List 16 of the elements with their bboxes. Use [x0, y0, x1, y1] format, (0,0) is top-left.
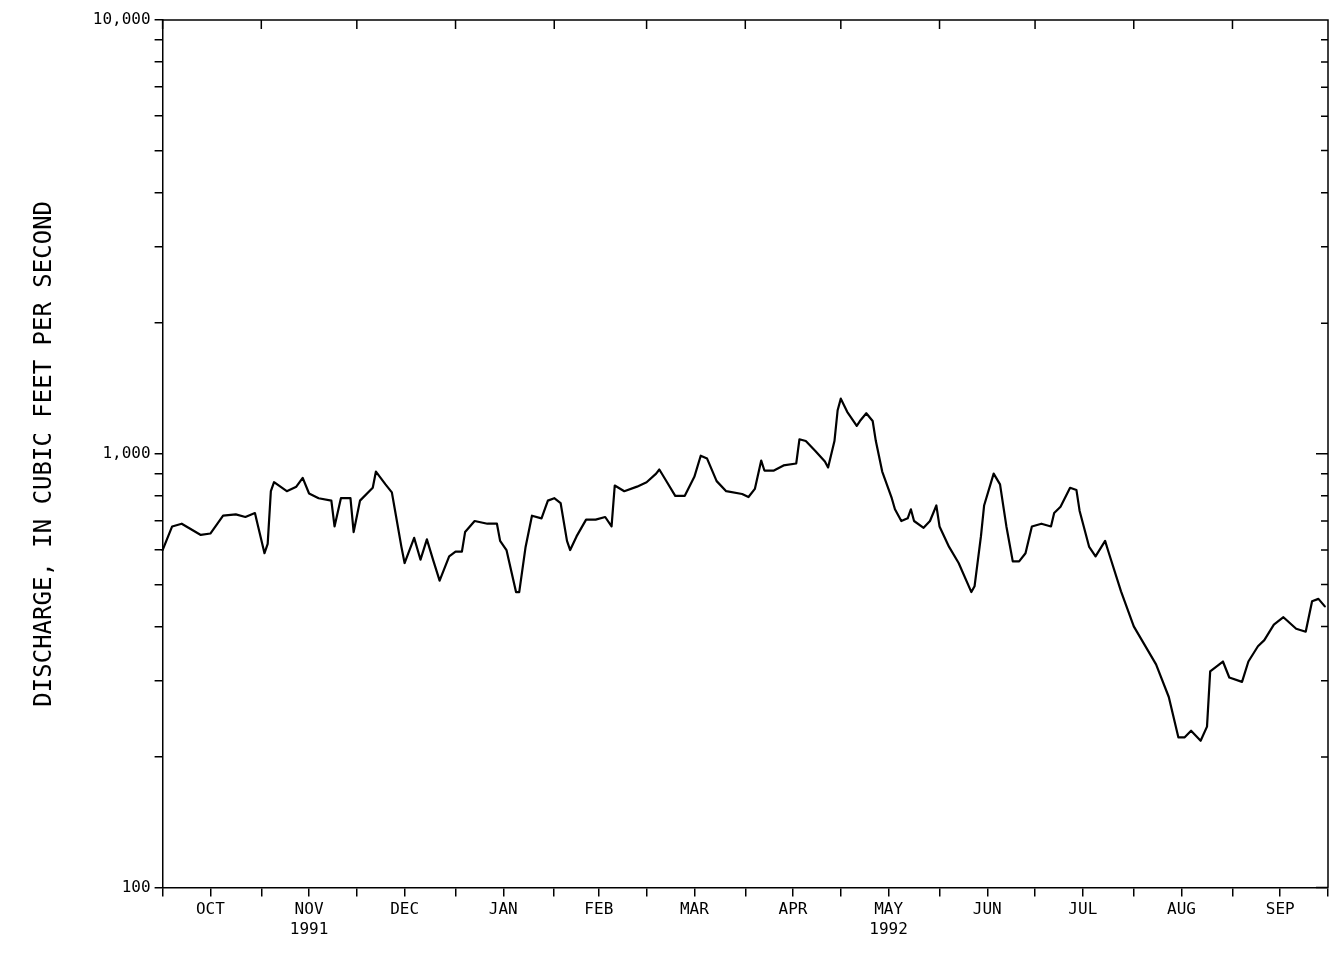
x-tick-label: DEC [390, 899, 420, 919]
y-tick-label: 100 [121, 876, 151, 896]
x-tick-label: JAN [488, 899, 518, 919]
x-tick-label: NOV 1991 [289, 899, 329, 938]
x-tick-label: JUN [972, 899, 1002, 919]
x-tick-label: MAR [679, 899, 710, 919]
x-tick-label: SEP [1265, 899, 1295, 919]
y-axis-title: DISCHARGE, IN CUBIC FEET PER SECOND [28, 200, 57, 707]
x-tick-label: OCT [195, 899, 226, 919]
x-tick-label: MAY 1992 [869, 899, 908, 938]
y-tick-label: 1,000 [102, 442, 151, 462]
x-tick-label: APR [778, 899, 808, 919]
x-tick-label: AUG [1167, 899, 1196, 919]
x-tick-label: JUL [1068, 899, 1098, 919]
y-tick-label: 10,000 [92, 9, 151, 29]
x-tick-label: FEB [584, 899, 614, 919]
